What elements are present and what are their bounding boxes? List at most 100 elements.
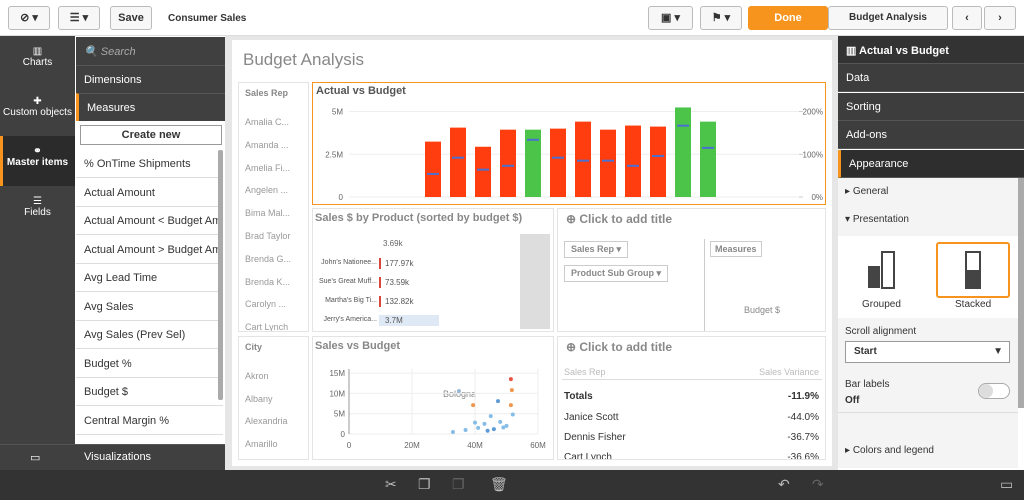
list-item[interactable]: Amanda ... xyxy=(245,139,289,150)
list-item[interactable]: Brenda G... xyxy=(245,253,292,264)
label: Colors and legend xyxy=(852,445,934,456)
nav-fields[interactable]: ☰ Fields xyxy=(24,196,51,218)
undo[interactable]: ↶ xyxy=(778,476,790,492)
nav-menu[interactable]: ⊘ ▾ xyxy=(8,6,50,30)
header-cell[interactable]: Sales Variance xyxy=(759,367,819,377)
visualizations[interactable]: Visualizations xyxy=(84,451,152,463)
measure-item[interactable]: Actual Amount > Budget Am... xyxy=(76,235,223,264)
data-label: 3.69k xyxy=(383,239,403,248)
next-sheet[interactable]: › xyxy=(984,6,1016,30)
cell[interactable]: -36.7% xyxy=(787,432,819,443)
measure-item[interactable]: Avg Sales (Prev Sel) xyxy=(76,321,223,349)
sheet-selector[interactable]: Budget Analysis xyxy=(828,6,948,30)
bar xyxy=(379,277,400,288)
bookmark-button[interactable]: ⚑ ▾ xyxy=(700,6,742,30)
measure-item[interactable]: Budget % xyxy=(76,349,223,378)
header-cell[interactable]: Sales Rep xyxy=(564,367,606,377)
nav-selected xyxy=(0,136,75,186)
point xyxy=(491,427,496,432)
point xyxy=(456,388,461,393)
nav-master[interactable]: ⚭ Master items xyxy=(6,146,69,168)
empty-chart[interactable]: ⊕ Click to add title Sales Rep ▾ Product… xyxy=(557,208,826,332)
nav-label: Custom objects xyxy=(3,107,72,118)
measure-item[interactable]: % OnTime Shipments xyxy=(76,150,223,178)
sales-vs-budget-chart[interactable]: Sales vs Budget Bologna 0 5M 10M 15M 0 20M 40M… xyxy=(312,336,554,460)
category-label: Jerry's America... xyxy=(323,316,377,323)
list-item[interactable]: Cart Lynch xyxy=(245,322,289,332)
measure-item[interactable]: Actual Amount < Budget Am... xyxy=(76,207,223,235)
point xyxy=(495,399,500,404)
list-item[interactable]: Bima Mal... xyxy=(245,208,291,219)
measures-tab[interactable]: Measures xyxy=(76,93,225,121)
delete[interactable]: 🗑 xyxy=(490,476,508,492)
bar xyxy=(700,121,716,197)
list-item[interactable]: Akron xyxy=(245,371,269,381)
toggle[interactable] xyxy=(978,383,1010,399)
table[interactable]: ⊕ Click to add title Sales Rep Sales Var… xyxy=(557,336,826,460)
paste[interactable]: ❐ xyxy=(452,476,465,492)
list-item[interactable]: Carolyn ... xyxy=(245,299,287,310)
list-item[interactable]: Alexandria xyxy=(245,416,288,426)
point xyxy=(508,403,513,408)
search[interactable]: 🔍 Search xyxy=(76,37,225,65)
prev-sheet[interactable]: ‹ xyxy=(952,6,982,30)
scroll-bar xyxy=(520,234,550,329)
measure-item[interactable]: Budget $ xyxy=(76,378,223,406)
bar xyxy=(450,127,466,197)
field-chip[interactable]: Sales Rep ▾ xyxy=(564,241,629,258)
measure-item[interactable]: Actual Amount xyxy=(76,178,223,207)
x-tick-label: 0 xyxy=(347,441,352,450)
cell[interactable]: -44.0% xyxy=(787,412,819,423)
list-item[interactable]: Albany xyxy=(245,393,273,404)
dimensions-tab[interactable]: Dimensions xyxy=(76,65,225,93)
point xyxy=(510,412,515,417)
cell[interactable]: -36.6% xyxy=(787,452,819,460)
create-new[interactable]: Create new xyxy=(80,125,222,145)
measure-item[interactable]: Avg Lead Time xyxy=(76,264,223,292)
city-listbox[interactable]: City Akron Albany Alexandria Amarillo xyxy=(238,336,309,460)
list-item[interactable]: Amalia C... xyxy=(245,117,290,127)
measure-item[interactable]: Central Margin % xyxy=(76,406,223,435)
general[interactable]: ▸ General xyxy=(845,186,889,197)
present-button[interactable]: ▣ ▾ xyxy=(648,6,693,30)
section[interactable]: Sorting xyxy=(838,92,1024,121)
scroll-alignment-select[interactable]: Start ▼ xyxy=(845,341,1010,363)
sales-by-product-chart[interactable]: Sales $ by Product (sorted by budget $) … xyxy=(312,208,554,332)
measures-chip[interactable]: Measures xyxy=(710,241,762,257)
measure-item[interactable]: Avg Sales xyxy=(76,292,223,321)
stacked: Stacked xyxy=(955,299,992,310)
stacked-option[interactable] xyxy=(936,242,1010,298)
bar xyxy=(650,126,666,197)
field-chip[interactable]: Product Sub Group ▾ xyxy=(564,265,669,282)
list-item[interactable]: Brenda K... xyxy=(245,276,291,287)
done-button[interactable]: Done xyxy=(748,6,828,30)
list-item[interactable]: Amelia Fi... xyxy=(245,162,291,173)
cell[interactable]: Cart Lynch xyxy=(564,452,612,460)
toggle-panel[interactable]: ▭ xyxy=(1000,476,1014,492)
bar xyxy=(475,146,491,197)
section[interactable]: Appearance xyxy=(838,149,1024,178)
nav-charts[interactable]: ▥ Charts xyxy=(22,46,53,68)
redo[interactable]: ↷ xyxy=(812,476,824,492)
section[interactable]: Add-ons xyxy=(838,121,1024,149)
nav-custom[interactable]: ✚ Custom objects xyxy=(3,96,72,118)
sales-rep-listbox[interactable]: Sales Rep Amalia C... Amanda ... Amelia Fi… xyxy=(238,82,309,332)
x-tick-label: 40M xyxy=(467,441,483,450)
rule xyxy=(562,379,822,380)
cell[interactable]: Dennis Fisher xyxy=(564,432,626,443)
actual-vs-budget-chart[interactable]: Actual vs Budget 0 2.5M 5M 0% 100% 200% xyxy=(312,82,826,205)
cell[interactable]: Janice Scott xyxy=(564,412,619,423)
list-item[interactable]: Amarillo xyxy=(245,438,278,449)
presentation[interactable]: ▾ Presentation xyxy=(845,214,909,225)
copy[interactable]: ❐ xyxy=(418,476,431,492)
grouped-icon[interactable] xyxy=(866,250,898,290)
cut[interactable]: ✂ xyxy=(385,476,397,492)
save-button[interactable]: Save xyxy=(110,6,152,30)
point xyxy=(482,421,487,426)
list-menu[interactable]: ☰ ▾ xyxy=(58,6,100,30)
list-item[interactable]: Angelen ... xyxy=(245,185,289,196)
label: Presentation xyxy=(852,214,909,225)
colors-legend[interactable]: ▸ Colors and legend xyxy=(845,445,934,456)
section[interactable]: Data xyxy=(838,64,1024,92)
list-item[interactable]: Brad Taylor xyxy=(245,231,291,241)
